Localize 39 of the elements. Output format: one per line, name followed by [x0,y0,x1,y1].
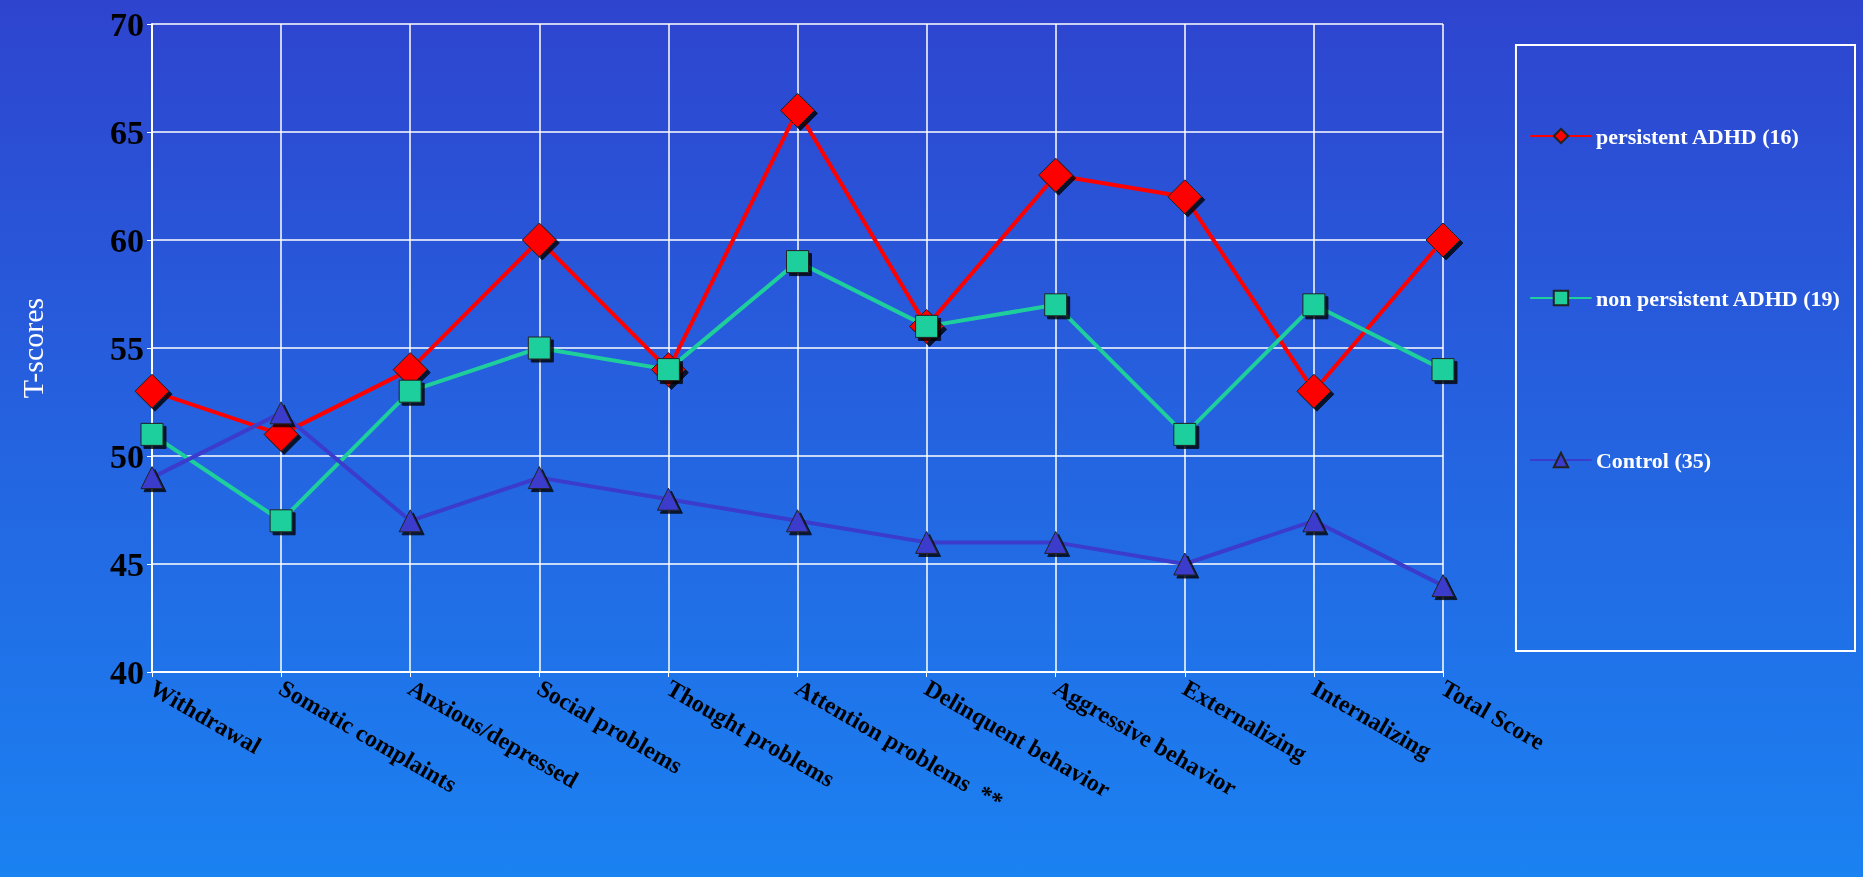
point [1173,552,1197,576]
point [1044,293,1068,317]
point [398,379,422,403]
point [398,509,422,533]
y-tick-label: 50 [110,437,144,475]
point [1044,530,1068,554]
point [786,250,809,274]
legend-label: Control (35) [1595,447,1712,473]
point [915,530,939,554]
point [269,401,293,425]
point [1167,179,1203,215]
point [1302,293,1326,317]
point [269,509,293,533]
legend-label: persistent ADHD (16) [1595,123,1799,149]
point [1302,509,1326,533]
y-tick-label: 60 [110,221,144,259]
point [786,509,809,533]
y-tick-label: 70 [110,5,144,43]
y-axis-title: T-scores [15,297,49,399]
y-tick-label: 65 [110,113,144,151]
point [134,373,170,409]
y-tick-label: 45 [110,545,144,583]
point [780,92,815,128]
point [1431,574,1455,598]
point [1425,222,1461,258]
point [140,466,164,490]
point [527,466,551,490]
point [527,336,551,360]
point [1173,422,1197,446]
point [1296,373,1332,409]
point [140,422,164,446]
legend-label: non persistent ADHD (19) [1595,285,1840,311]
point [521,222,557,258]
y-tick-label: 40 [110,653,144,691]
y-tick-label: 55 [110,329,144,367]
point [1431,358,1455,382]
point [656,487,680,511]
point [1038,157,1074,193]
x-tick-label: Total Score [1436,674,1550,756]
